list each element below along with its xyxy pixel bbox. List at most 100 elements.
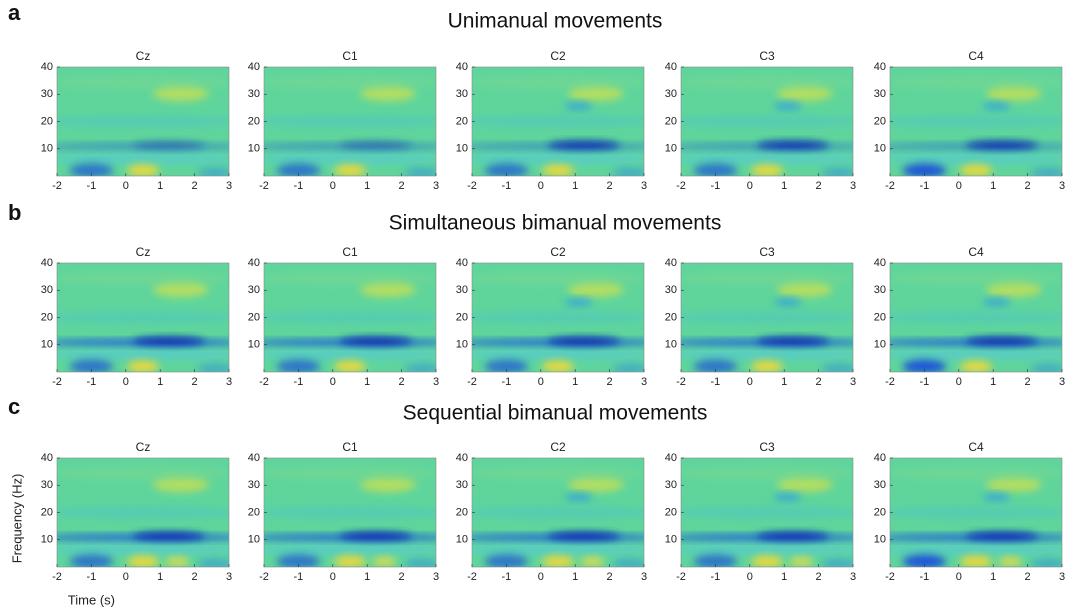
texture — [667, 545, 867, 555]
y-tick-label: 20 — [41, 506, 53, 518]
texture — [960, 165, 992, 177]
texture — [677, 467, 857, 479]
y-tick-label: 20 — [248, 506, 260, 518]
x-tick-label: -1 — [87, 376, 97, 388]
y-tick-label: 30 — [41, 88, 53, 100]
texture — [458, 507, 658, 519]
texture — [458, 154, 658, 164]
texture — [548, 140, 620, 150]
x-tick-label: 2 — [1025, 571, 1031, 583]
x-tick-label: -2 — [676, 180, 686, 192]
y-tick-label: 30 — [874, 479, 886, 491]
texture — [340, 140, 412, 150]
x-tick-label: 3 — [641, 180, 647, 192]
x-tick-label: -1 — [294, 376, 304, 388]
spectrogram-image — [448, 263, 668, 374]
y-tick-label: 40 — [874, 452, 886, 464]
texture — [260, 272, 440, 284]
x-tick-label: 0 — [747, 376, 753, 388]
spectrogram-image — [33, 458, 253, 569]
x-tick-label: 3 — [433, 571, 439, 583]
y-tick-label: 20 — [874, 311, 886, 323]
texture — [966, 140, 1038, 150]
texture — [983, 493, 1011, 501]
texture — [876, 312, 1068, 324]
spectrogram-image — [33, 263, 253, 374]
texture — [260, 467, 440, 479]
x-tick-label: 1 — [364, 571, 370, 583]
y-axis-label: Frequency (Hz) — [9, 474, 24, 564]
y-tick-label: 40 — [456, 452, 468, 464]
y-tick-label: 20 — [665, 311, 677, 323]
texture — [966, 531, 1038, 541]
x-tick-label: 0 — [330, 376, 336, 388]
row-title: Simultaneous bimanual movements — [389, 212, 722, 235]
x-tick-label: 2 — [192, 376, 198, 388]
texture — [127, 165, 159, 177]
texture — [983, 102, 1011, 110]
y-tick-label: 30 — [41, 479, 53, 491]
panel-title: C1 — [342, 440, 358, 454]
spectrogram-image — [866, 67, 1068, 178]
texture — [458, 350, 658, 360]
y-tick-label: 30 — [874, 88, 886, 100]
panel-title: C4 — [968, 245, 984, 259]
y-tick-label: 20 — [665, 506, 677, 518]
texture — [876, 154, 1068, 164]
x-tick-label: 0 — [538, 376, 544, 388]
x-tick-label: 3 — [1059, 571, 1065, 583]
x-tick-label: 0 — [747, 180, 753, 192]
texture — [998, 557, 1022, 567]
x-tick-label: 3 — [433, 180, 439, 192]
texture — [458, 545, 658, 555]
x-tick-label: 2 — [816, 180, 822, 192]
x-tick-label: -2 — [52, 376, 62, 388]
texture — [127, 556, 159, 568]
y-tick-label: 20 — [248, 115, 260, 127]
panel-label: b — [8, 200, 21, 225]
y-tick-label: 30 — [248, 88, 260, 100]
y-tick-label: 30 — [41, 284, 53, 296]
texture — [468, 76, 648, 88]
x-tick-label: 2 — [607, 376, 613, 388]
texture — [250, 350, 450, 360]
y-tick-label: 30 — [665, 479, 677, 491]
y-tick-label: 40 — [248, 257, 260, 269]
x-tick-label: -1 — [87, 180, 97, 192]
x-tick-label: 0 — [956, 180, 962, 192]
texture — [757, 140, 829, 150]
x-tick-label: 1 — [990, 376, 996, 388]
x-tick-label: 1 — [157, 376, 163, 388]
x-tick-label: 3 — [850, 180, 856, 192]
y-tick-label: 20 — [248, 311, 260, 323]
texture — [667, 116, 867, 128]
texture — [789, 557, 813, 567]
texture — [53, 76, 233, 88]
spectrogram-image — [240, 67, 460, 178]
spectrogram-panel: C210203040-2-10123 — [448, 440, 668, 583]
x-tick-label: -2 — [259, 376, 269, 388]
x-tick-label: 0 — [330, 571, 336, 583]
panel-title: C1 — [342, 49, 358, 63]
spectrogram-panel: Cz10203040-2-10123 — [33, 49, 253, 192]
texture — [250, 312, 450, 324]
panel-title: C3 — [759, 440, 775, 454]
y-tick-label: 40 — [41, 452, 53, 464]
texture — [165, 557, 189, 567]
texture — [667, 154, 867, 164]
panel-title: C1 — [342, 245, 358, 259]
panel-title: Cz — [136, 245, 151, 259]
x-tick-label: 2 — [1025, 180, 1031, 192]
x-tick-label: -2 — [52, 180, 62, 192]
spectrogram-panel: C410203040-2-10123 — [866, 49, 1068, 192]
x-tick-label: -1 — [920, 180, 930, 192]
texture — [250, 507, 450, 519]
panel-title: C2 — [550, 245, 566, 259]
texture — [250, 116, 450, 128]
texture — [334, 361, 366, 373]
x-tick-label: -2 — [259, 180, 269, 192]
texture — [43, 154, 243, 164]
row-title: Unimanual movements — [448, 10, 663, 33]
texture — [133, 336, 205, 346]
